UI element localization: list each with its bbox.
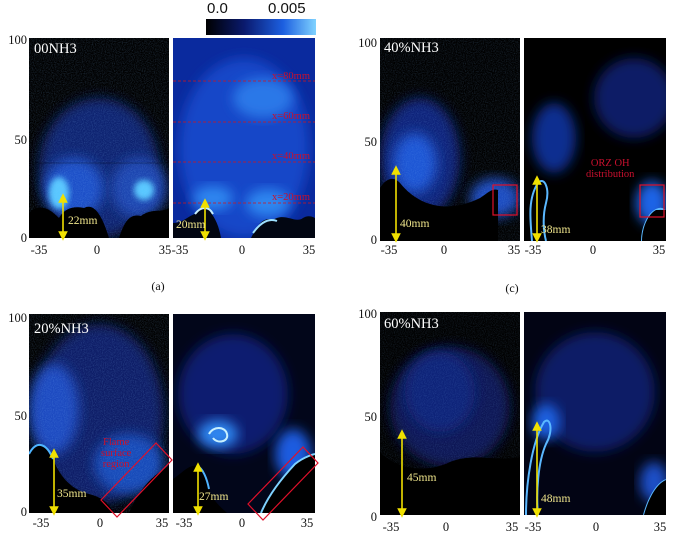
- oh-image-simulation: [524, 38, 666, 241]
- caption-c: (c): [505, 281, 519, 295]
- station-label-40: x=40mm: [272, 151, 311, 162]
- x-tick-0: 0: [238, 516, 246, 530]
- x-tick-35: 35: [155, 516, 169, 530]
- measure-label-sim: 38mm: [541, 224, 571, 236]
- y-tick-100: 100: [358, 307, 377, 321]
- note-label: ORZ OH distribution: [586, 158, 635, 180]
- y-tick-0: 0: [20, 505, 27, 519]
- y-tick-100: 100: [8, 33, 27, 47]
- x-tick-0: 0: [93, 243, 101, 257]
- y-tick-50: 50: [364, 135, 378, 149]
- oh-image-experiment: [29, 38, 169, 238]
- oh-image-simulation: [524, 312, 666, 515]
- colorbar-max-label: 0.005: [268, 0, 306, 17]
- measure-label-exp: 40mm: [400, 218, 430, 230]
- station-label-20: x=20mm: [272, 192, 311, 203]
- x-tick-35: 35: [652, 243, 666, 257]
- oh-image-experiment: [380, 312, 520, 515]
- x-tick-neg35: -35: [175, 516, 193, 530]
- colorbar: [206, 19, 316, 35]
- x-tick-0: 0: [440, 243, 448, 257]
- x-tick-0: 0: [96, 516, 104, 530]
- y-tick-50: 50: [364, 410, 378, 424]
- note-label: Flame surface region: [101, 437, 132, 470]
- measure-label-exp: 45mm: [407, 472, 437, 484]
- measure-label-exp: 35mm: [57, 488, 87, 500]
- case-label: 00NH3: [34, 41, 77, 57]
- colorbar-min-label: 0.0: [207, 0, 228, 17]
- x-tick-35: 35: [505, 520, 519, 534]
- x-tick-35: 35: [300, 516, 314, 530]
- station-label-80: x=80mm: [272, 71, 311, 82]
- oh-image-simulation: [173, 38, 315, 238]
- x-tick-neg35: -35: [171, 243, 189, 257]
- y-tick-50: 50: [14, 409, 28, 423]
- case-label: 20%NH3: [34, 321, 89, 337]
- x-tick-35: 35: [158, 243, 172, 257]
- y-tick-100: 100: [8, 311, 27, 325]
- x-tick-35: 35: [653, 520, 667, 534]
- x-tick-neg35: -35: [524, 520, 542, 534]
- measure-label-sim: 27mm: [199, 491, 229, 503]
- x-tick-0: 0: [238, 243, 246, 257]
- x-tick-35: 35: [507, 243, 521, 257]
- caption-a: (a): [151, 279, 165, 293]
- station-label-60: x=60mm: [272, 111, 311, 122]
- oh-image-experiment: [380, 38, 520, 241]
- y-tick-100: 100: [358, 36, 377, 50]
- x-tick-0: 0: [442, 520, 450, 534]
- x-tick-neg35: -35: [382, 520, 400, 534]
- oh-image-experiment: [29, 314, 169, 513]
- oh-image-simulation: [173, 314, 315, 513]
- y-tick-0: 0: [370, 233, 377, 247]
- x-tick-neg35: -35: [30, 243, 48, 257]
- x-tick-35: 35: [302, 243, 316, 257]
- case-label: 40%NH3: [384, 40, 439, 56]
- x-tick-neg35: -35: [32, 516, 50, 530]
- y-tick-0: 0: [20, 231, 27, 245]
- measure-label-sim: 48mm: [541, 493, 571, 505]
- measure-label-exp: 22mm: [68, 215, 98, 227]
- y-tick-50: 50: [14, 133, 28, 147]
- x-tick-0: 0: [589, 243, 597, 257]
- measure-label-sim: 20mm: [176, 219, 206, 231]
- x-tick-0: 0: [592, 520, 600, 534]
- y-tick-0: 0: [370, 510, 377, 524]
- x-tick-neg35: -35: [380, 243, 398, 257]
- x-tick-neg35: -35: [524, 243, 542, 257]
- case-label: 60%NH3: [384, 316, 439, 332]
